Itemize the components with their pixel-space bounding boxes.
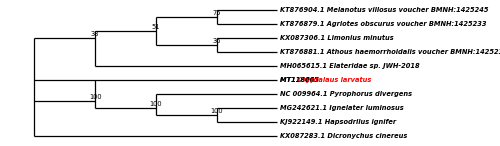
- Text: MG242621.1 Ignelater luminosus: MG242621.1 Ignelater luminosus: [280, 105, 404, 111]
- Text: KT876904.1 Melanotus villosus voucher BMNH:1425245: KT876904.1 Melanotus villosus voucher BM…: [280, 7, 488, 13]
- Text: MT118665: MT118665: [280, 77, 321, 83]
- Text: NC 009964.1 Pyrophorus divergens: NC 009964.1 Pyrophorus divergens: [280, 91, 412, 97]
- Text: MH065615.1 Elateridae sp. JWH-2018: MH065615.1 Elateridae sp. JWH-2018: [280, 63, 419, 69]
- Text: 36: 36: [212, 38, 221, 44]
- Text: MT118665: MT118665: [280, 77, 321, 83]
- Text: 38: 38: [91, 31, 100, 37]
- Text: KX087306.1 Limonius minutus: KX087306.1 Limonius minutus: [280, 35, 394, 41]
- Text: 100: 100: [89, 94, 102, 100]
- Text: 51: 51: [152, 24, 160, 30]
- Text: 75: 75: [212, 10, 221, 16]
- Text: KX087283.1 Dicronychus cinereus: KX087283.1 Dicronychus cinereus: [280, 133, 407, 139]
- Text: KT876881.1 Athous haemorrhoidalis voucher BMNH:1425235: KT876881.1 Athous haemorrhoidalis vouche…: [280, 49, 500, 55]
- Text: 100: 100: [150, 101, 162, 107]
- Text: KJ922149.1 Hapsodrilus ignifer: KJ922149.1 Hapsodrilus ignifer: [280, 119, 396, 125]
- Text: KT876879.1 Agriotes obscurus voucher BMNH:1425233: KT876879.1 Agriotes obscurus voucher BMN…: [280, 21, 486, 27]
- Text: Cryptalaus larvatus: Cryptalaus larvatus: [298, 77, 372, 83]
- Text: 100: 100: [210, 108, 223, 114]
